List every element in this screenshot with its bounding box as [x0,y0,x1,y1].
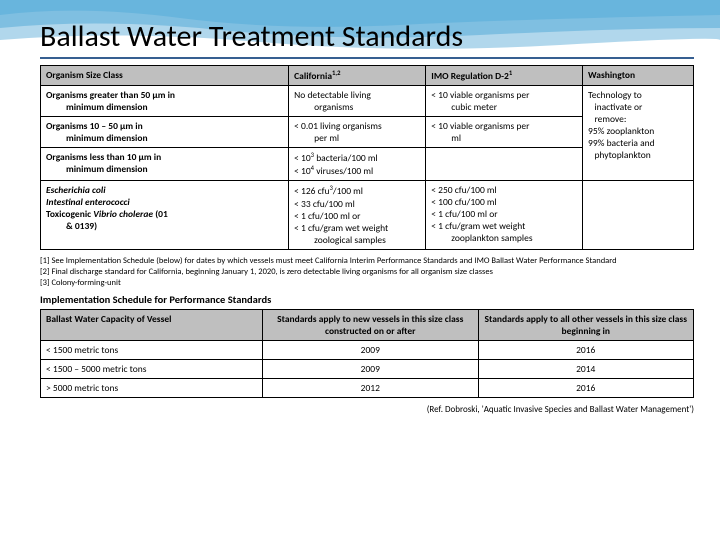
th-organism: Organism Size Class [41,66,289,86]
table-row: > 5000 metric tons 2012 2016 [41,378,694,397]
footnote-1: [1] See Implementation Schedule (below) … [40,256,694,267]
th-capacity: Ballast Water Capacity of Vessel [41,309,263,340]
schedule-heading: Implementation Schedule for Performance … [40,293,694,306]
th-california: California1,2 [289,66,426,86]
table-cell: Organisms less than 10 µm inminimum dime… [41,148,289,181]
footnote-3: [3] Colony-forming-unit [40,278,694,289]
th-washington: Washington [583,66,694,86]
table-cell: 2016 [478,378,694,397]
table-cell: Escherichia coliIntestinal enterococciTo… [41,181,289,249]
table-cell: 2014 [478,359,694,378]
table-cell: < 10 viable organisms perml [426,117,583,148]
table-cell: Organisms 10 – 50 µm inminimum dimension [41,117,289,148]
table-cell: 2009 [263,340,478,359]
th-new-vessels: Standards apply to new vessels in this s… [263,309,478,340]
table-cell: < 1500 metric tons [41,340,263,359]
table-cell: 2012 [263,378,478,397]
table-cell: Technology to inactivate or remove:95% z… [583,86,694,181]
table-cell: < 250 cfu/100 ml< 100 cfu/100 ml< 1 cfu/… [426,181,583,249]
table-cell: > 5000 metric tons [41,378,263,397]
table-cell: 2009 [263,359,478,378]
footnote-2: [2] Final discharge standard for Califor… [40,267,694,278]
table-row: < 1500 – 5000 metric tons 2009 2014 [41,359,694,378]
standards-table: Organism Size Class California1,2 IMO Re… [40,65,694,250]
th-other-vessels: Standards apply to all other vessels in … [478,309,694,340]
table-cell: < 1500 – 5000 metric tons [41,359,263,378]
th-imo: IMO Regulation D-21 [426,66,583,86]
table-cell: < 103 bacteria/100 ml< 104 viruses/100 m… [289,148,426,181]
reference-citation: (Ref. Dobroski, 'Aquatic Invasive Specie… [40,404,694,415]
table-row: < 1500 metric tons 2009 2016 [41,340,694,359]
table-cell: No detectable livingorganisms [289,86,426,117]
table-cell: 2016 [478,340,694,359]
page-title: Ballast Water Treatment Standards [40,18,694,59]
footnotes: [1] See Implementation Schedule (below) … [40,256,694,289]
table-cell: < 10 viable organisms percubic meter [426,86,583,117]
table-cell: < 0.01 living organismsper ml [289,117,426,148]
table-cell: < 126 cfu3/100 ml< 33 cfu/100 ml< 1 cfu/… [289,181,426,249]
table-cell [426,148,583,181]
table-cell: Organisms greater than 50 µm inminimum d… [41,86,289,117]
schedule-table: Ballast Water Capacity of Vessel Standar… [40,309,694,398]
table-cell [583,181,694,249]
